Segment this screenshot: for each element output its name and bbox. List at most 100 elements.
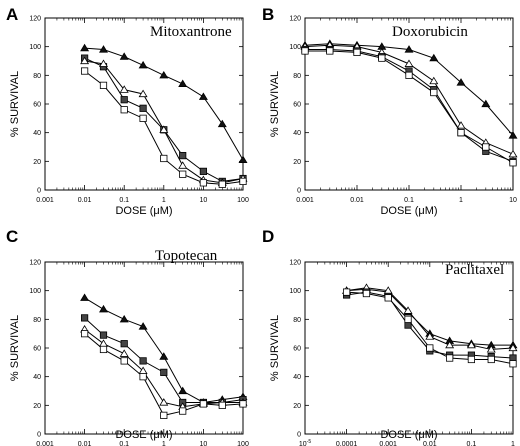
data-point: [138, 322, 148, 330]
data-point: [179, 170, 187, 178]
x-tick-label: 0.1: [467, 441, 477, 446]
data-point: [159, 125, 169, 133]
y-tick-label: 40: [33, 374, 41, 381]
data-point: [119, 52, 129, 60]
panel-letter: B: [262, 5, 274, 24]
data-point: [120, 96, 128, 104]
data-point: [199, 400, 207, 408]
data-point: [80, 56, 90, 65]
x-tick-label: 0.01: [78, 197, 92, 204]
data-point: [456, 121, 466, 129]
data-point: [430, 88, 438, 97]
data-point: [99, 304, 108, 313]
x-tick-label: 10: [200, 197, 208, 204]
series-line: [84, 60, 244, 184]
data-point: [99, 339, 108, 347]
y-tick-label: 40: [293, 130, 301, 137]
data-point: [120, 106, 128, 114]
series-open-square: [81, 67, 247, 188]
series-filled-triangle: [80, 43, 248, 164]
data-point: [80, 293, 90, 301]
x-tick-label: 0.001: [296, 197, 314, 204]
series-line: [84, 328, 243, 408]
data-point: [119, 85, 129, 93]
y-tick-label: 20: [293, 159, 301, 166]
x-tick-label: 1: [459, 197, 463, 204]
y-tick-label: 60: [293, 346, 301, 353]
data-point: [342, 288, 351, 296]
data-point: [384, 294, 392, 302]
data-point: [120, 340, 128, 348]
y-tick-label: 0: [297, 432, 301, 439]
data-point: [139, 357, 147, 365]
x-tick-label: 100: [237, 441, 249, 446]
x-tick-label: 10: [509, 197, 517, 204]
data-point: [509, 159, 517, 167]
data-point: [80, 43, 90, 52]
x-tick-label: 0.01: [350, 197, 364, 204]
x-tick-label: 0.01: [78, 441, 92, 446]
data-point: [160, 154, 168, 163]
data-point: [362, 289, 371, 298]
data-point: [139, 373, 147, 381]
data-point: [139, 114, 147, 122]
y-tick-label: 20: [33, 159, 41, 166]
data-point: [178, 386, 188, 395]
data-point: [99, 331, 108, 339]
x-tick-label: 0.01: [423, 441, 437, 446]
data-point: [378, 54, 386, 62]
series-open-square: [342, 288, 517, 368]
y-tick-label: 60: [33, 346, 41, 353]
x-axis-label: DOSE (μM): [115, 205, 172, 217]
panel-letter: D: [262, 227, 274, 246]
x-axis-label: DOSE (μM): [380, 429, 437, 441]
data-point: [198, 92, 208, 100]
data-point: [218, 180, 226, 188]
data-point: [508, 131, 518, 139]
y-tick-label: 20: [33, 403, 41, 410]
x-tick-label: 1: [162, 441, 166, 446]
drug-name-label: Mitoxantrone: [150, 24, 232, 40]
data-point: [239, 177, 247, 185]
data-point: [466, 340, 476, 349]
y-tick-label: 60: [293, 102, 301, 109]
data-point: [404, 315, 412, 323]
data-point: [199, 179, 207, 187]
data-point: [119, 314, 129, 323]
x-tick-label: 1: [511, 441, 515, 446]
series-filled-square: [81, 314, 247, 407]
y-tick-label: 120: [29, 260, 41, 267]
data-point: [508, 149, 518, 158]
x-axis-label: DOSE (μM): [380, 205, 437, 217]
data-point: [178, 79, 188, 88]
data-point: [99, 81, 108, 89]
data-point: [99, 59, 108, 67]
data-point: [81, 67, 89, 75]
x-tick-label: 0.001: [379, 441, 397, 446]
y-tick-label: 100: [29, 44, 41, 51]
plot-frame: [44, 261, 244, 435]
data-point: [456, 78, 466, 86]
data-point: [99, 345, 108, 354]
y-tick-label: 0: [297, 188, 301, 195]
data-point: [481, 99, 491, 108]
data-point: [178, 161, 188, 169]
data-point: [160, 411, 168, 419]
data-point: [445, 340, 455, 349]
y-tick-label: 60: [33, 102, 41, 109]
y-axis-label: % SURVIVAL: [9, 315, 21, 381]
data-point: [429, 76, 439, 85]
x-tick-label-origin: 10-5: [299, 439, 311, 446]
y-tick-label: 80: [293, 73, 301, 80]
x-tick-label: 0.1: [404, 197, 414, 204]
data-point: [159, 352, 169, 360]
data-point: [403, 306, 413, 314]
drug-name-label: Doxorubicin: [392, 24, 468, 40]
data-point: [404, 45, 414, 53]
data-point: [482, 143, 490, 151]
plot-frame: [44, 17, 244, 191]
data-point: [160, 368, 168, 376]
data-point: [426, 344, 434, 352]
y-axis-label: % SURVIVAL: [269, 315, 281, 381]
data-point: [138, 89, 148, 98]
